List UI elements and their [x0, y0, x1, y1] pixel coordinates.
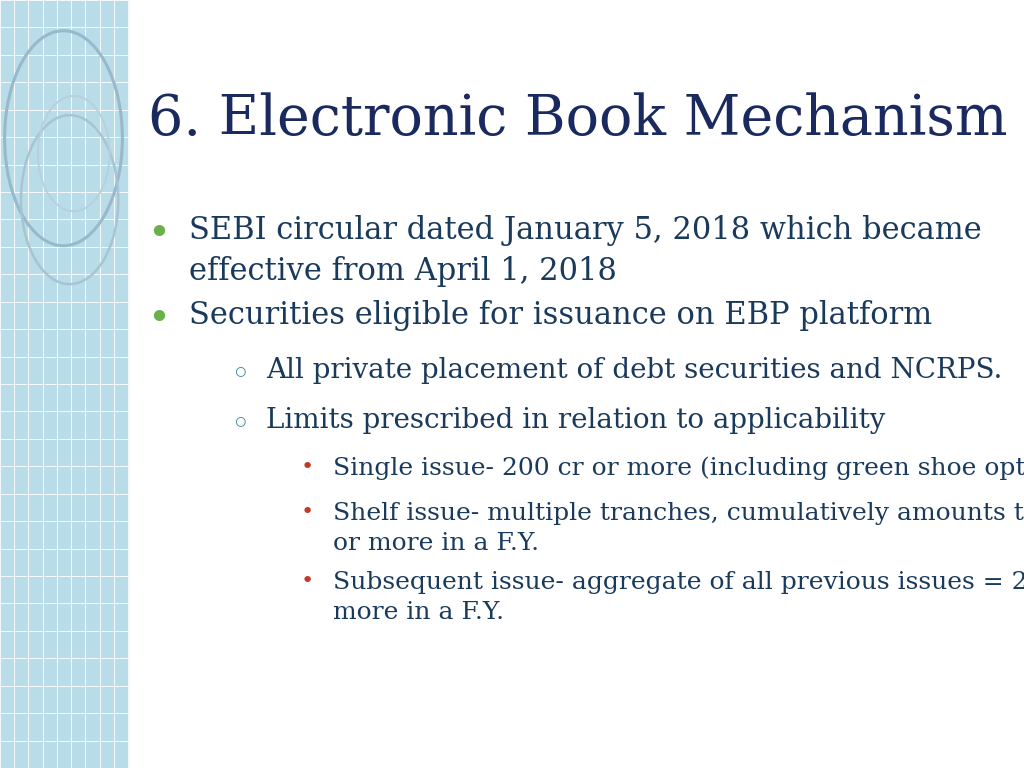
- Text: •: •: [301, 571, 313, 591]
- Text: Limits prescribed in relation to applicability: Limits prescribed in relation to applica…: [266, 407, 886, 434]
- Text: Subsequent issue- aggregate of all previous issues = 200 cr or
more in a F.Y.: Subsequent issue- aggregate of all previ…: [333, 571, 1024, 624]
- Text: •: •: [301, 457, 313, 477]
- Bar: [0, 0, 128, 768]
- Text: •: •: [301, 502, 313, 521]
- Text: •: •: [147, 215, 170, 253]
- Text: 6. Electronic Book Mechanism (1/2): 6. Electronic Book Mechanism (1/2): [148, 92, 1024, 147]
- Text: ◦: ◦: [230, 357, 251, 390]
- Text: Shelf issue- multiple tranches, cumulatively amounts to 200 cr
or more in a F.Y.: Shelf issue- multiple tranches, cumulati…: [333, 502, 1024, 554]
- Text: •: •: [147, 300, 170, 337]
- Text: Securities eligible for issuance on EBP platform: Securities eligible for issuance on EBP …: [189, 300, 933, 330]
- Text: Single issue- 200 cr or more (including green shoe option): Single issue- 200 cr or more (including …: [333, 457, 1024, 481]
- Text: All private placement of debt securities and NCRPS.: All private placement of debt securities…: [266, 357, 1002, 384]
- Text: SEBI circular dated January 5, 2018 which became
effective from April 1, 2018: SEBI circular dated January 5, 2018 whic…: [189, 215, 982, 286]
- Text: ◦: ◦: [230, 407, 251, 440]
